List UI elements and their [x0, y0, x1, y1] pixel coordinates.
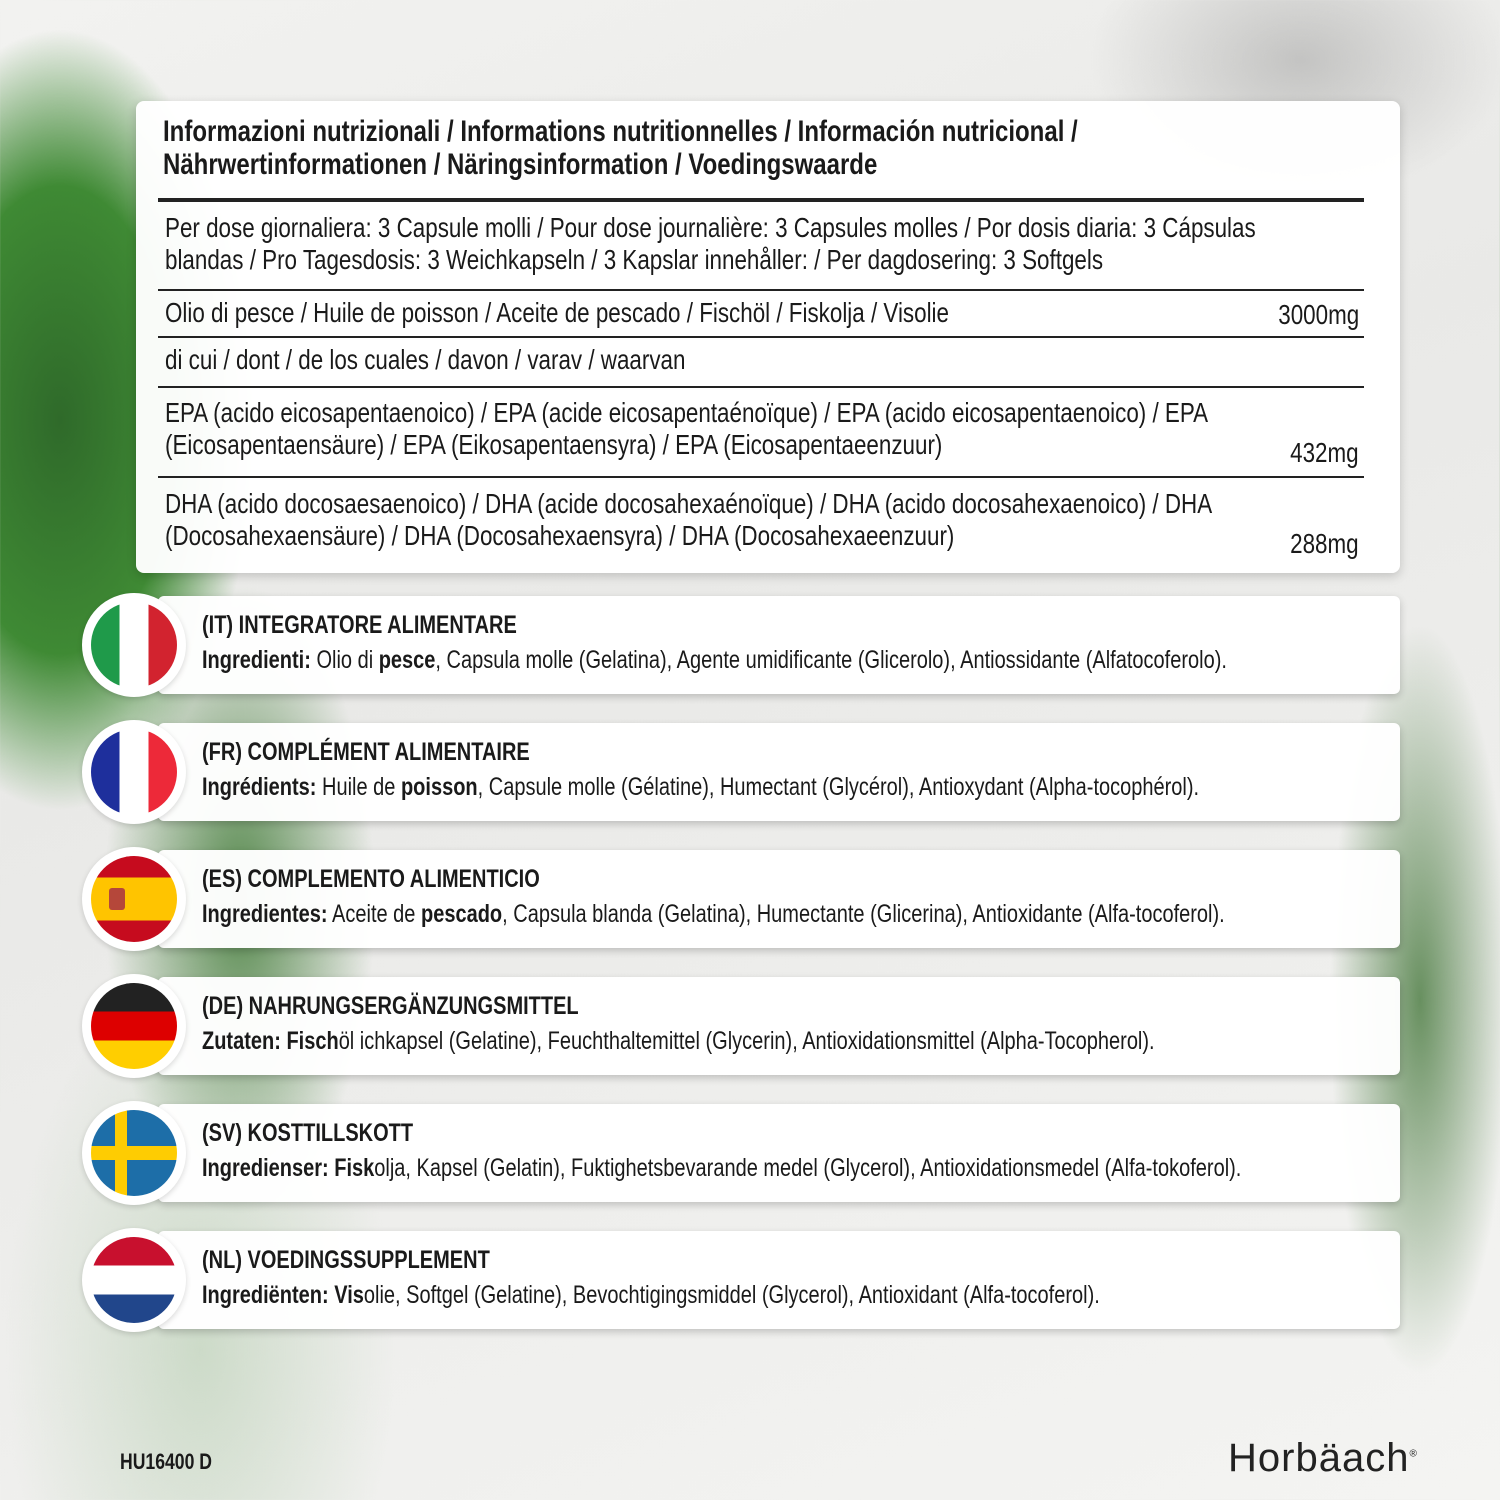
ingredients-text: Vis — [328, 1281, 364, 1309]
flag-badge — [82, 720, 186, 824]
flag-badge — [82, 593, 186, 697]
ingredients-label: Ingrediënten: — [202, 1281, 329, 1309]
ingredients-text: , Capsula blanda (Gelatina), Humectante … — [502, 900, 1225, 928]
dha-label: DHA (acido docosaesaenoico) / DHA (acide… — [165, 488, 1474, 552]
ingredients-label: Ingrédients: — [202, 773, 317, 801]
ingredient-card-fr: (FR) COMPLÉMENT ALIMENTAIRE Ingrédients:… — [158, 723, 1400, 821]
ingredients-text: Olio di — [310, 646, 379, 674]
ingredients-text: , Capsule molle (Gélatine), Humectant (G… — [477, 773, 1200, 801]
netherlands-flag-icon — [91, 1237, 177, 1323]
sweden-flag-icon — [91, 1110, 177, 1196]
ingredient-card-nl: (NL) VOEDINGSSUPPLEMENT Ingrediënten: Vi… — [158, 1231, 1400, 1329]
france-flag-icon — [91, 729, 177, 815]
ingredients-label: Zutaten: — [202, 1027, 281, 1055]
epa-label: EPA (acido eicosapentaenoico) / EPA (aci… — [165, 397, 1469, 461]
ingredients-text: öl ichkapsel (Gelatine), Feuchthaltemitt… — [338, 1027, 1155, 1055]
card-title-text: (NL) VOEDINGSSUPPLEMENT — [202, 1246, 490, 1274]
ingredients-text: olja, Kapsel (Gelatin), Fuktighetsbevara… — [374, 1154, 1242, 1182]
dha-value: 288mg — [1273, 528, 1360, 560]
fish-oil-label: Olio di pesce / Huile de poisson / Aceit… — [165, 297, 1145, 329]
card-title: (NL) VOEDINGSSUPPLEMENT — [202, 1246, 562, 1274]
of-which-label: di cui / dont / de los cuales / davon / … — [165, 344, 816, 376]
brand-name: Horbäach — [1228, 1436, 1410, 1480]
divider — [158, 386, 1364, 388]
brand-logo: Horbäach® — [1228, 1436, 1418, 1481]
ingredients-line: Ingredienti: Olio di pesce, Capsula moll… — [202, 646, 1483, 674]
ingredients-text: Huile de — [316, 773, 401, 801]
ingredients-text: olie, Softgel (Gelatine), Bevochtigingsm… — [363, 1281, 1100, 1309]
germany-flag-icon — [91, 983, 177, 1069]
nutrition-title: Informazioni nutrizionali / Informations… — [163, 115, 1306, 181]
epa-value: 432mg — [1273, 437, 1360, 469]
ingredients-text: Fisch — [280, 1027, 339, 1055]
epa-line-2: (Eicosapentaensäure) / EPA (Eikosapentae… — [165, 429, 943, 460]
divider — [158, 476, 1364, 478]
flag-badge — [82, 1101, 186, 1205]
fish-oil-amount: 3000mg — [1278, 299, 1359, 330]
card-title: (DE) NAHRUNGSERGÄNZUNGSMITTEL — [202, 992, 673, 1020]
dose-line-2: blandas / Pro Tagesdosis: 3 Weichkapseln… — [165, 244, 1104, 275]
card-title-text: (FR) COMPLÉMENT ALIMENTAIRE — [202, 738, 530, 766]
card-title-text: (SV) KOSTTILLSKOTT — [202, 1119, 414, 1147]
thick-divider — [158, 198, 1364, 202]
card-title: (FR) COMPLÉMENT ALIMENTAIRE — [202, 738, 612, 766]
dha-amount: 288mg — [1290, 528, 1360, 559]
ingredients-line: Ingrédients: Huile de poisson, Capsule m… — [202, 773, 1448, 801]
of-which-text: di cui / dont / de los cuales / davon / … — [165, 344, 686, 375]
ingredients-text: , Capsula molle (Gelatina), Agente umidi… — [435, 646, 1227, 674]
spain-flag-icon — [91, 856, 177, 942]
epa-line-1: EPA (acido eicosapentaenoico) / EPA (aci… — [165, 397, 1209, 428]
dose-line-1: Per dose giornaliera: 3 Capsule molli / … — [165, 212, 1256, 243]
ingredients-line: Ingrediënten: Visolie, Softgel (Gelatine… — [202, 1281, 1324, 1309]
product-code-text: HU16400 D — [120, 1449, 212, 1474]
divider — [158, 289, 1364, 291]
card-title: (SV) KOSTTILLSKOTT — [202, 1119, 466, 1147]
daily-dose: Per dose giornaliera: 3 Capsule molli / … — [165, 212, 1500, 276]
product-code: HU16400 D — [120, 1449, 235, 1475]
ingredients-text: Fisk — [328, 1154, 375, 1182]
card-title: (IT) INTEGRATORE ALIMENTARE — [202, 611, 596, 639]
nutrition-panel: Informazioni nutrizionali / Informations… — [136, 101, 1400, 573]
card-title: (ES) COMPLEMENTO ALIMENTICIO — [202, 865, 624, 893]
ingredient-card-de: (DE) NAHRUNGSERGÄNZUNGSMITTEL Zutaten: F… — [158, 977, 1400, 1075]
fish-oil-value: 3000mg — [1258, 299, 1359, 331]
ingredients-text: pesce — [378, 646, 436, 674]
title-line-1: Informazioni nutrizionali / Informations… — [163, 115, 1078, 148]
ingredients-line: Ingredienser: Fiskolja, Kapsel (Gelatin)… — [202, 1154, 1500, 1182]
ingredients-text: Aceite de — [327, 900, 421, 928]
ingredient-card-sv: (SV) KOSTTILLSKOTT Ingredienser: Fiskolj… — [158, 1104, 1400, 1202]
ingredients-label: Ingredientes: — [202, 900, 328, 928]
ingredients-label: Ingredienti: — [202, 646, 311, 674]
ingredients-text: pescado — [420, 900, 503, 928]
ingredient-card-it: (IT) INTEGRATORE ALIMENTARE Ingredienti:… — [158, 596, 1400, 694]
divider — [158, 336, 1364, 338]
title-line-2: Nährwertinformationen / Näringsinformati… — [163, 148, 878, 181]
card-title-text: (IT) INTEGRATORE ALIMENTARE — [202, 611, 517, 639]
italy-flag-icon — [91, 602, 177, 688]
ingredients-label: Ingredienser: — [202, 1154, 329, 1182]
flag-badge — [82, 1228, 186, 1332]
fish-oil-text: Olio di pesce / Huile de poisson / Aceit… — [165, 297, 949, 328]
flag-badge — [82, 847, 186, 951]
dha-line-2: (Docosahexaensäure) / DHA (Docosahexaens… — [165, 520, 955, 551]
ingredients-line: Ingredientes: Aceite de pescado, Capsula… — [202, 900, 1480, 928]
registered-mark: ® — [1409, 1448, 1418, 1460]
dha-line-1: DHA (acido docosaesaenoico) / DHA (acide… — [165, 488, 1213, 519]
ingredients-line: Zutaten: Fischöl ichkapsel (Gelatine), F… — [202, 1027, 1393, 1055]
ingredient-card-es: (ES) COMPLEMENTO ALIMENTICIO Ingrediente… — [158, 850, 1400, 948]
ingredients-text: poisson — [400, 773, 478, 801]
card-title-text: (ES) COMPLEMENTO ALIMENTICIO — [202, 865, 540, 893]
epa-amount: 432mg — [1290, 437, 1360, 468]
flag-badge — [82, 974, 186, 1078]
card-title-text: (DE) NAHRUNGSERGÄNZUNGSMITTEL — [202, 992, 579, 1020]
